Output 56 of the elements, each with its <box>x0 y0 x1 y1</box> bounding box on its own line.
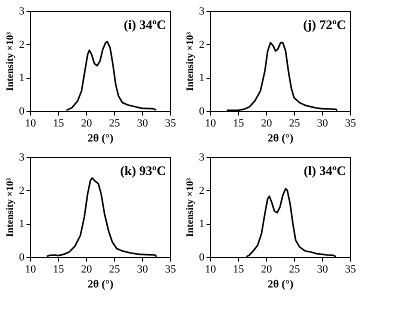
x-tick-label: 15 <box>233 264 244 276</box>
x-tick-label: 25 <box>109 264 120 276</box>
line-series <box>66 40 157 112</box>
x-tick-label: 20 <box>81 264 92 276</box>
y-axis-title: Intensity ×10³ <box>5 32 16 91</box>
x-tick-label: 10 <box>25 264 36 276</box>
x-tick-label: 25 <box>289 118 300 130</box>
x-tick-label: 20 <box>261 118 272 130</box>
y-tick-label: 0 <box>199 252 205 264</box>
y-tick-label: 3 <box>19 152 25 164</box>
y-tick-label: 2 <box>199 38 204 51</box>
x-tick-label: 30 <box>317 118 328 130</box>
x-axis-title: 2θ (°) <box>268 132 294 144</box>
y-tick-label: 1 <box>19 218 24 230</box>
line-series <box>46 177 158 258</box>
x-axis-title: 2θ (°) <box>268 278 294 290</box>
line-series <box>226 42 338 112</box>
x-tick-label: 10 <box>205 118 216 130</box>
y-tick-label: 1 <box>199 218 204 230</box>
x-tick-label: 20 <box>261 264 272 276</box>
x-tick-label: 15 <box>233 118 244 130</box>
x-tick-label: 30 <box>317 264 328 276</box>
annotation: (k) 93ºC <box>120 163 166 178</box>
y-tick-label: 1 <box>199 72 204 84</box>
y-tick-label: 0 <box>199 106 205 118</box>
x-tick-label: 25 <box>109 118 120 130</box>
y-axis-title: Intensity ×10³ <box>185 32 196 91</box>
x-tick-label: 30 <box>137 118 148 130</box>
annotation: (i) 34ºC <box>124 17 166 32</box>
y-tick-label: 3 <box>199 6 205 18</box>
y-tick-label: 2 <box>19 184 24 197</box>
y-tick-label: 1 <box>19 72 24 84</box>
x-tick-label: 35 <box>165 264 176 276</box>
y-axis-title: Intensity ×10³ <box>185 178 196 237</box>
x-tick-label: 35 <box>165 118 176 130</box>
x-axis-title: 2θ (°) <box>88 278 114 290</box>
y-tick-label: 0 <box>19 106 25 118</box>
y-tick-label: 2 <box>19 38 24 51</box>
y-tick-label: 3 <box>199 152 205 164</box>
y-axis-title: Intensity ×10³ <box>5 178 16 237</box>
x-tick-label: 15 <box>53 264 64 276</box>
x-tick-label: 35 <box>345 264 356 276</box>
x-tick-label: 30 <box>137 264 148 276</box>
x-tick-label: 15 <box>53 118 64 130</box>
y-tick-label: 0 <box>19 252 25 264</box>
x-tick-label: 35 <box>345 118 356 130</box>
annotation: (l) 34ºC <box>304 163 346 178</box>
annotation: (j) 72ºC <box>303 17 346 32</box>
x-axis-title: 2θ (°) <box>88 132 114 144</box>
x-tick-label: 20 <box>81 118 92 130</box>
line-series <box>246 188 337 258</box>
y-tick-label: 3 <box>19 6 25 18</box>
y-tick-label: 2 <box>199 184 204 197</box>
x-tick-label: 25 <box>289 264 300 276</box>
x-tick-label: 10 <box>205 264 216 276</box>
x-tick-label: 10 <box>25 118 36 130</box>
